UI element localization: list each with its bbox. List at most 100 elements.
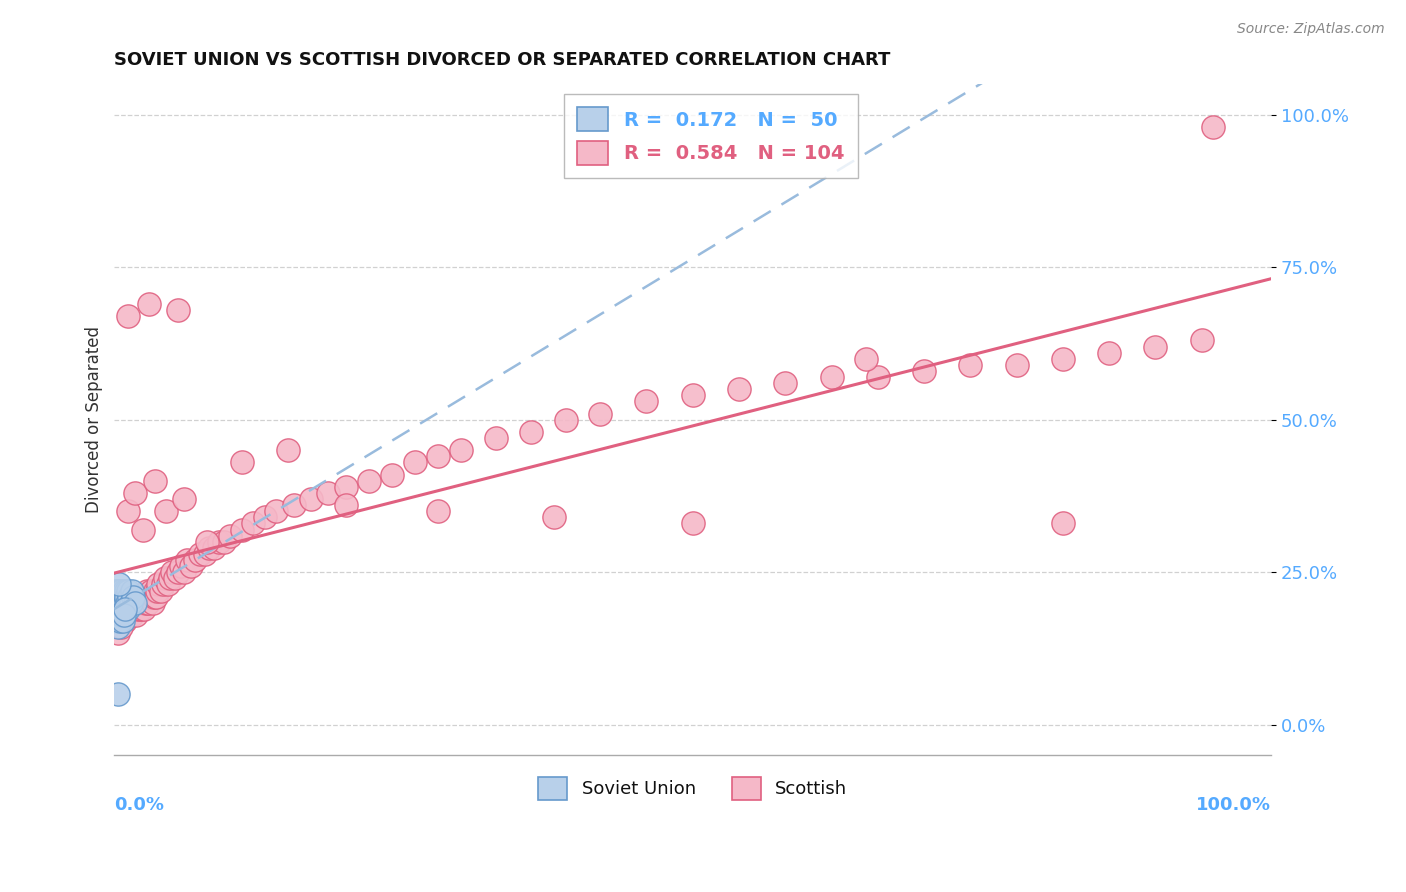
Point bbox=[108, 596, 131, 610]
Point bbox=[820, 370, 842, 384]
Point bbox=[117, 504, 139, 518]
Point bbox=[159, 571, 181, 585]
Point bbox=[170, 559, 193, 574]
Point bbox=[105, 583, 128, 598]
Point bbox=[155, 571, 177, 585]
Point bbox=[143, 583, 166, 598]
Text: SOVIET UNION VS SCOTTISH DIVORCED OR SEPARATED CORRELATION CHART: SOVIET UNION VS SCOTTISH DIVORCED OR SEP… bbox=[114, 51, 891, 69]
Point bbox=[195, 534, 218, 549]
Point bbox=[122, 596, 145, 610]
Point bbox=[184, 553, 207, 567]
Point bbox=[299, 491, 322, 506]
Point bbox=[115, 602, 138, 616]
Point bbox=[554, 413, 576, 427]
Point bbox=[129, 602, 152, 616]
Point bbox=[148, 577, 170, 591]
Point bbox=[128, 596, 150, 610]
Point bbox=[112, 596, 135, 610]
Point bbox=[318, 486, 340, 500]
Point bbox=[124, 590, 146, 604]
Point bbox=[138, 297, 160, 311]
Point bbox=[335, 480, 357, 494]
Point bbox=[108, 590, 131, 604]
Point bbox=[214, 534, 236, 549]
Point bbox=[107, 620, 129, 634]
Point bbox=[134, 602, 156, 616]
Point bbox=[1144, 339, 1167, 353]
Point bbox=[105, 607, 128, 622]
Point bbox=[108, 596, 131, 610]
Point bbox=[520, 425, 543, 439]
Point bbox=[219, 529, 242, 543]
Point bbox=[107, 590, 129, 604]
Point bbox=[114, 596, 136, 610]
Point bbox=[115, 583, 138, 598]
Point bbox=[121, 607, 143, 622]
Point bbox=[682, 516, 704, 531]
Point bbox=[112, 583, 135, 598]
Point bbox=[141, 583, 163, 598]
Point bbox=[108, 607, 131, 622]
Point bbox=[485, 431, 508, 445]
Point bbox=[114, 590, 136, 604]
Point bbox=[180, 559, 202, 574]
Point bbox=[959, 358, 981, 372]
Point bbox=[108, 602, 131, 616]
Point bbox=[427, 450, 450, 464]
Point bbox=[115, 602, 138, 616]
Point bbox=[173, 491, 195, 506]
Point bbox=[107, 602, 129, 616]
Point bbox=[108, 602, 131, 616]
Point bbox=[146, 583, 169, 598]
Point bbox=[108, 614, 131, 628]
Point bbox=[117, 602, 139, 616]
Point bbox=[117, 607, 139, 622]
Point bbox=[104, 596, 127, 610]
Point bbox=[1052, 351, 1074, 366]
Point bbox=[682, 388, 704, 402]
Point bbox=[167, 566, 190, 580]
Point bbox=[108, 583, 131, 598]
Point bbox=[335, 498, 357, 512]
Point bbox=[117, 583, 139, 598]
Point bbox=[589, 407, 612, 421]
Point bbox=[450, 443, 472, 458]
Point bbox=[105, 614, 128, 628]
Point bbox=[728, 382, 751, 396]
Point bbox=[381, 467, 404, 482]
Point bbox=[132, 590, 155, 604]
Point bbox=[108, 614, 131, 628]
Point bbox=[128, 590, 150, 604]
Point bbox=[136, 596, 159, 610]
Point bbox=[121, 583, 143, 598]
Point bbox=[152, 577, 174, 591]
Point bbox=[111, 607, 134, 622]
Point bbox=[104, 583, 127, 598]
Point bbox=[283, 498, 305, 512]
Point bbox=[855, 351, 877, 366]
Point bbox=[162, 566, 184, 580]
Point bbox=[207, 534, 229, 549]
Point bbox=[108, 590, 131, 604]
Point bbox=[122, 602, 145, 616]
Point bbox=[115, 590, 138, 604]
Point bbox=[176, 553, 198, 567]
Point bbox=[194, 547, 217, 561]
Point bbox=[167, 302, 190, 317]
Point bbox=[155, 504, 177, 518]
Point bbox=[110, 590, 132, 604]
Y-axis label: Divorced or Separated: Divorced or Separated bbox=[86, 326, 103, 513]
Point bbox=[1098, 345, 1121, 359]
Point bbox=[115, 596, 138, 610]
Point bbox=[105, 602, 128, 616]
Point bbox=[135, 583, 157, 598]
Point bbox=[110, 607, 132, 622]
Point bbox=[110, 596, 132, 610]
Point bbox=[122, 590, 145, 604]
Point bbox=[111, 596, 134, 610]
Point bbox=[104, 590, 127, 604]
Point bbox=[543, 510, 565, 524]
Point bbox=[132, 523, 155, 537]
Point bbox=[107, 626, 129, 640]
Point bbox=[1052, 516, 1074, 531]
